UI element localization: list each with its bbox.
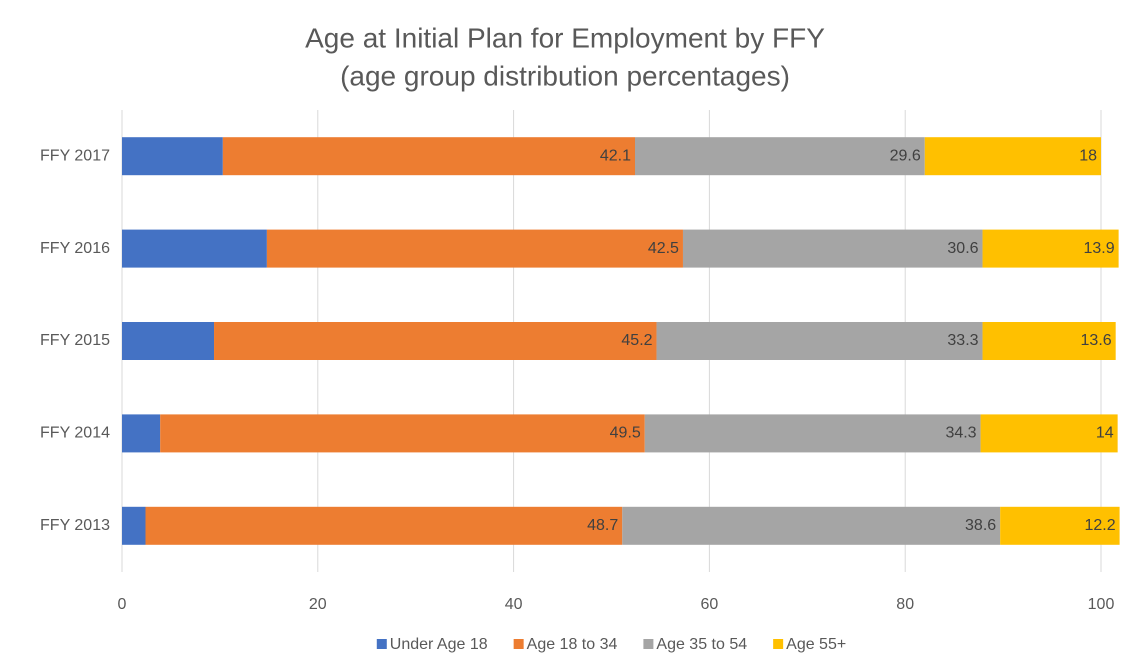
bar-segment [982,229,1119,268]
bar-segment [1000,506,1120,545]
data-label: 29.6 [890,147,921,164]
y-tick-label: FFY 2013 [40,517,110,534]
data-label: 42.1 [600,147,631,164]
data-label: 42.5 [648,240,679,257]
x-tick-label: 100 [1088,596,1115,613]
bar-segment [980,414,1118,453]
bar-segment [214,322,657,360]
bar-segment [634,137,925,176]
x-tick-label: 20 [309,596,327,613]
legend-label: Age 18 to 34 [527,636,618,653]
bar-segment [266,229,683,268]
y-tick-label: FFY 2015 [40,332,110,349]
x-tick-label: 40 [505,596,523,613]
legend-label: Age 55+ [786,636,846,653]
data-label: 34.3 [945,425,976,442]
chart-subtitle: (age group distribution percentages) [340,60,790,91]
bar-segment [644,414,981,453]
bar-segment [122,137,223,176]
data-label: 18 [1079,147,1097,164]
data-label: 13.9 [1083,240,1114,257]
bar-segment [122,414,161,453]
data-label: 48.7 [587,517,618,534]
data-label: 49.5 [610,425,641,442]
data-label: 12.2 [1084,517,1115,534]
bar-segment [122,322,215,360]
data-label: 38.6 [965,517,996,534]
x-tick-label: 60 [701,596,719,613]
legend-swatch [376,639,387,649]
bar-segment [122,506,146,545]
legend-label: Age 35 to 54 [656,636,747,653]
data-label: 14 [1096,425,1114,442]
bar-segment [656,322,983,360]
y-tick-label: FFY 2014 [40,425,110,442]
y-tick-label: FFY 2017 [40,147,110,164]
legend-swatch [513,639,524,649]
bar-segment [982,322,1116,360]
legend-swatch [643,639,654,649]
bar-segment [924,137,1101,176]
bar-segment [222,137,635,176]
data-label: 13.6 [1081,332,1112,349]
bar-segment [622,506,1001,545]
bar-segment [160,414,645,453]
bar-segment [145,506,623,545]
y-tick-label: FFY 2016 [40,240,110,257]
data-label: 33.3 [947,332,978,349]
data-label: 45.2 [621,332,652,349]
data-label: 30.6 [947,240,978,257]
chart-title: Age at Initial Plan for Employment by FF… [305,22,825,53]
x-tick-label: 80 [896,596,914,613]
bar-segment [122,229,267,268]
x-tick-label: 0 [118,596,127,613]
bar-segment [682,229,983,268]
legend-swatch [773,639,784,649]
legend-label: Under Age 18 [390,636,488,653]
